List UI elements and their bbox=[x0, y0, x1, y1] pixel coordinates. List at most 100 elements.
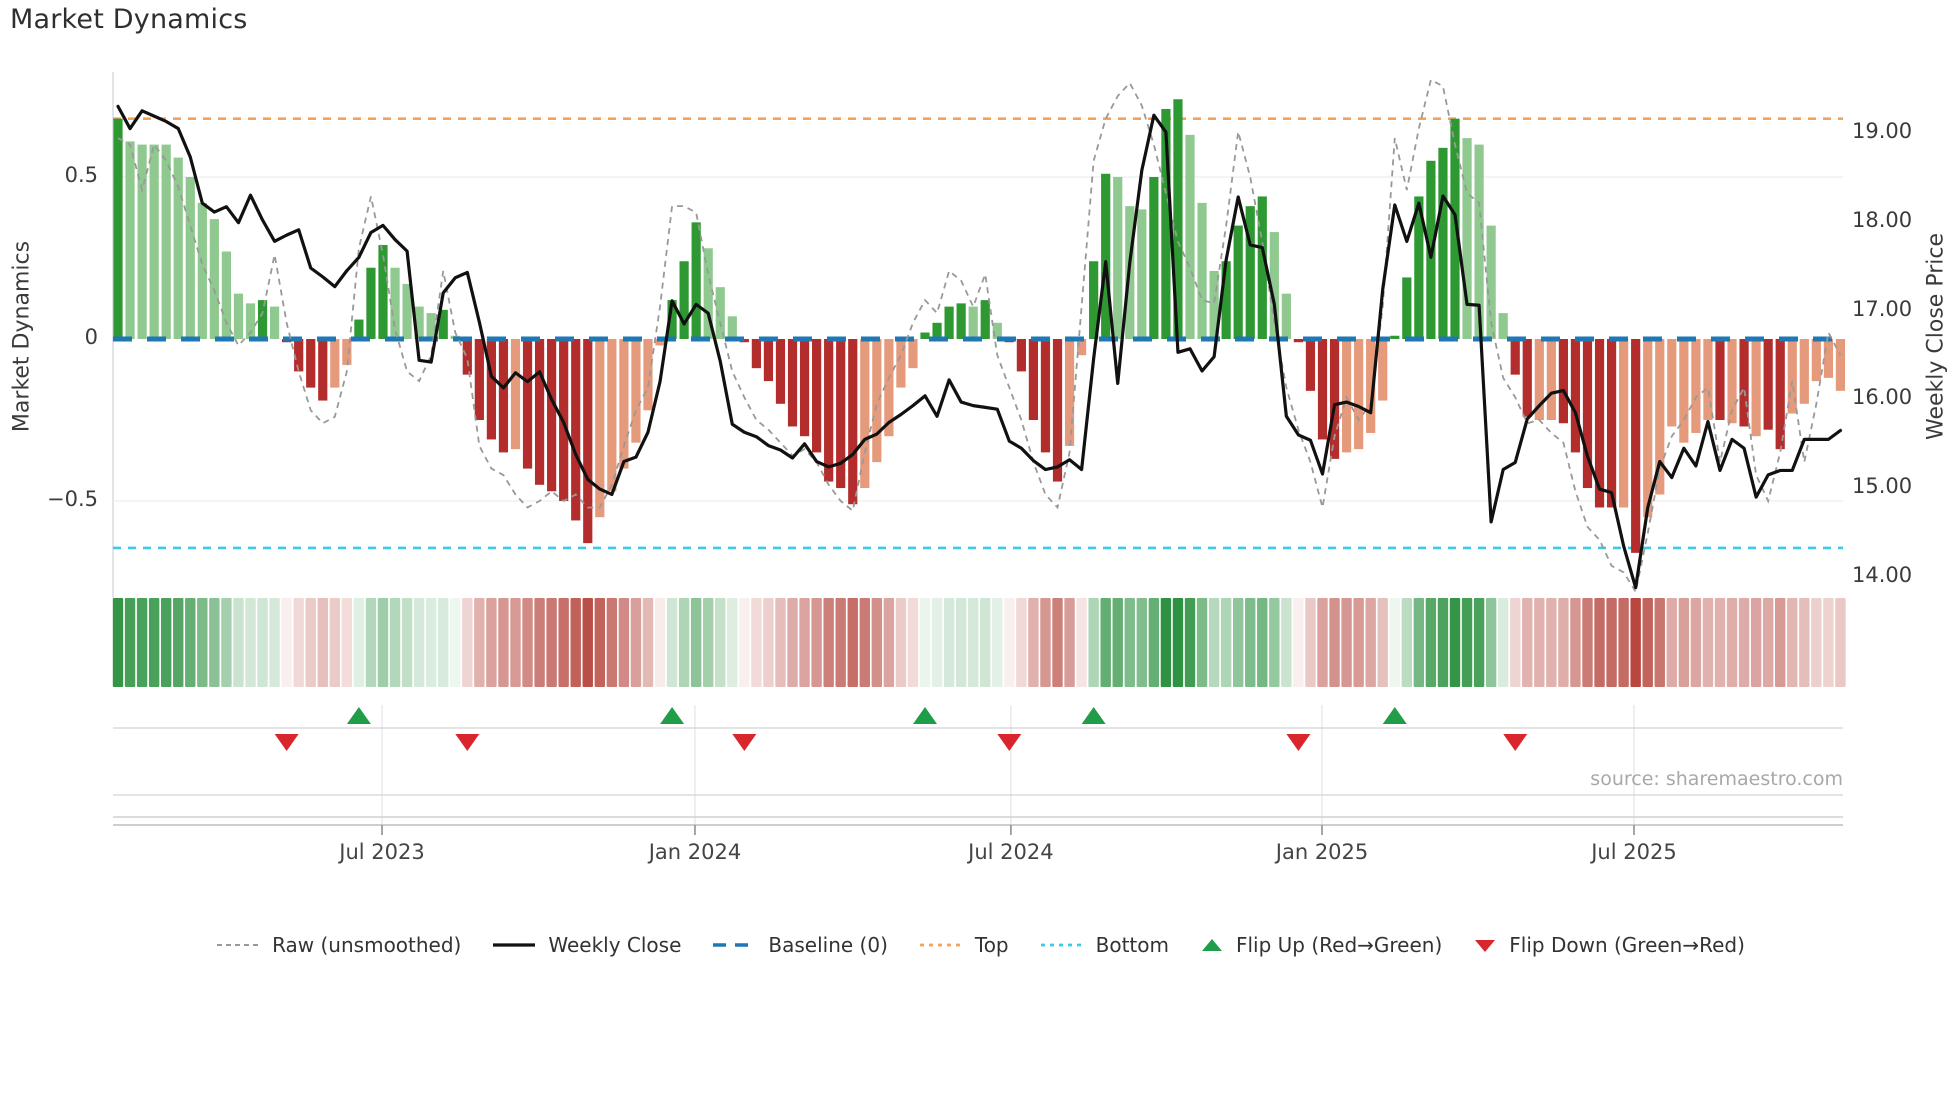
oscillator-bar bbox=[173, 157, 183, 339]
oscillator-bar bbox=[1438, 147, 1448, 339]
heatmap-cell bbox=[1582, 598, 1593, 687]
heatmap-cell bbox=[1726, 598, 1738, 687]
oscillator-bar bbox=[703, 248, 713, 339]
oscillator-bar bbox=[462, 339, 472, 375]
oscillator-bar bbox=[245, 303, 256, 339]
heatmap-cell bbox=[654, 598, 666, 687]
heatmap-cell bbox=[1196, 598, 1208, 687]
oscillator-bar bbox=[1221, 261, 1231, 339]
heatmap-cell bbox=[1630, 598, 1641, 687]
oscillator-bar bbox=[113, 118, 123, 340]
heatmap-cell bbox=[630, 598, 642, 687]
oscillator-bar bbox=[522, 339, 533, 469]
heatmap-cell bbox=[293, 598, 304, 687]
heatmap-cell bbox=[377, 598, 389, 687]
oscillator-bar bbox=[727, 316, 737, 339]
oscillator-bar bbox=[1751, 339, 1761, 437]
oscillator-bar bbox=[944, 306, 954, 339]
oscillator-bar bbox=[1040, 339, 1051, 453]
heatmap-cell bbox=[739, 598, 750, 687]
oscillator-bar bbox=[956, 303, 966, 339]
heatmap-cell bbox=[751, 598, 762, 687]
weekly-close-line bbox=[116, 104, 1843, 590]
oscillator-bar bbox=[378, 245, 388, 339]
oscillator-bar bbox=[1185, 134, 1195, 339]
heatmap-cell bbox=[546, 598, 557, 687]
oscillator-bar bbox=[1498, 313, 1508, 339]
heatmap-cell bbox=[955, 598, 967, 687]
heatmap-cell bbox=[943, 598, 955, 687]
heatmap-cell bbox=[245, 598, 256, 687]
oscillator-bar bbox=[1715, 339, 1725, 420]
oscillator-bar bbox=[1257, 196, 1267, 339]
heatmap-cell bbox=[967, 598, 979, 687]
heatmap-cell bbox=[618, 598, 630, 687]
oscillator-bar bbox=[257, 300, 268, 339]
oscillator-bar bbox=[1462, 138, 1472, 339]
heatmap-cell bbox=[1100, 598, 1111, 687]
heatmap-cell bbox=[329, 598, 341, 687]
legend-item-dash-blue: Baseline (0) bbox=[711, 933, 888, 957]
heatmap-cell bbox=[486, 598, 497, 687]
heatmap-cell bbox=[1522, 598, 1533, 687]
oscillator-bar bbox=[1799, 339, 1809, 404]
heatmap-cell bbox=[1534, 598, 1545, 687]
oscillator-bar bbox=[631, 339, 641, 443]
oscillator-bar bbox=[1149, 177, 1159, 339]
flip-up-icon bbox=[1382, 707, 1407, 724]
legend-item-tri-down: Flip Down (Green→Red) bbox=[1472, 933, 1745, 957]
heatmap-cell bbox=[558, 598, 569, 687]
flip-up-icon bbox=[660, 707, 685, 724]
heatmap-cell bbox=[1269, 598, 1280, 687]
heatmap-cell bbox=[1377, 598, 1388, 687]
oscillator-bar bbox=[1064, 339, 1075, 446]
oscillator-bar bbox=[342, 339, 352, 365]
heatmap-cell bbox=[1112, 598, 1123, 687]
oscillator-bar bbox=[1293, 339, 1304, 343]
oscillator-bar bbox=[1486, 225, 1496, 339]
oscillator-bar bbox=[1835, 339, 1846, 391]
oscillator-bar bbox=[269, 306, 280, 339]
dot-cyan-icon bbox=[1039, 937, 1085, 953]
oscillator-bar bbox=[354, 319, 364, 339]
oscillator-bar bbox=[294, 339, 304, 372]
legend-item-dot-cyan: Bottom bbox=[1039, 933, 1169, 957]
oscillator-bar bbox=[1052, 339, 1063, 482]
heatmap-cell bbox=[895, 598, 907, 687]
oscillator-bar bbox=[896, 339, 906, 388]
heatmap-cell bbox=[919, 598, 931, 687]
oscillator-bar bbox=[1077, 339, 1087, 356]
heatmap-cell bbox=[1353, 598, 1364, 687]
oscillator-bar bbox=[884, 339, 894, 437]
oscillator-bar bbox=[1510, 339, 1520, 375]
heatmap-cell bbox=[1136, 598, 1148, 687]
heatmap-cell bbox=[1052, 598, 1063, 687]
oscillator-bar bbox=[1594, 339, 1605, 508]
heatmap-cell bbox=[1594, 598, 1605, 687]
oscillator-bar bbox=[161, 144, 171, 339]
heatmap-cell bbox=[413, 598, 425, 687]
oscillator-bar bbox=[980, 300, 990, 339]
heatmap-cell bbox=[1184, 598, 1196, 687]
heatmap-cell bbox=[883, 598, 895, 687]
heatmap-cell bbox=[1654, 598, 1665, 687]
legend-label: Bottom bbox=[1095, 933, 1169, 957]
heatmap-cell bbox=[1016, 598, 1027, 687]
heatmap-cell bbox=[775, 598, 786, 687]
oscillator-bar bbox=[739, 339, 749, 343]
page-title: Market Dynamics bbox=[10, 4, 248, 35]
oscillator-bar bbox=[1245, 206, 1255, 339]
heatmap-cell bbox=[1485, 598, 1497, 687]
x-tick-label: Jan 2024 bbox=[648, 840, 742, 864]
heatmap-cell bbox=[1281, 598, 1292, 687]
oscillator-bar bbox=[1582, 339, 1593, 489]
solid-black-icon bbox=[491, 937, 537, 953]
heatmap-cell bbox=[606, 598, 618, 687]
oscillator-bar bbox=[968, 306, 978, 339]
heatmap-cell bbox=[1666, 598, 1678, 687]
heatmap-cell bbox=[1546, 598, 1557, 687]
tri-down-icon bbox=[1472, 936, 1498, 954]
heatmap-cell bbox=[510, 598, 521, 687]
heatmap-cell bbox=[582, 598, 593, 687]
y-tick-right: 18.00 bbox=[1852, 207, 1913, 232]
